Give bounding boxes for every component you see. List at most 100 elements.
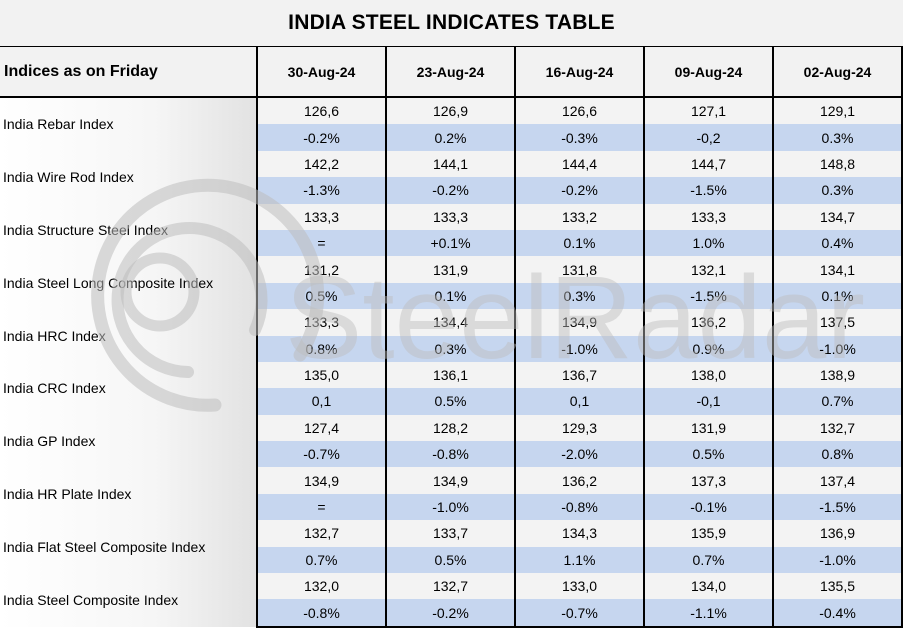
- index-change-cell: 0.1%: [772, 282, 903, 310]
- index-change-cell: 0.7%: [772, 388, 903, 415]
- index-value-cell: 131,2: [256, 256, 386, 283]
- index-value-cell: 132,7: [256, 520, 386, 547]
- index-value-cell: 134,3: [514, 520, 644, 547]
- index-name: India Wire Rod Index: [0, 150, 257, 204]
- index-value-cell: 133,0: [514, 573, 644, 600]
- index-change-cell: -0,1: [643, 388, 773, 415]
- index-change-cell: =: [256, 493, 386, 521]
- index-value-cell: 135,0: [256, 361, 386, 389]
- index-value-cell: 133,3: [256, 309, 386, 336]
- index-value-row: India CRC Index 135,0 136,1 136,7 138,0 138,9: [0, 361, 903, 415]
- index-value-cell: 134,1: [772, 256, 903, 283]
- index-value-cell: 133,2: [514, 203, 644, 230]
- index-change-cell: -1.0%: [772, 335, 903, 362]
- index-change-cell: -1.5%: [643, 177, 773, 204]
- index-change-cell: -0.4%: [772, 599, 903, 628]
- index-value-cell: 126,9: [385, 97, 515, 125]
- index-value-cell: 133,3: [643, 203, 773, 230]
- index-change-cell: -1.5%: [772, 493, 903, 521]
- index-value-cell: 135,5: [772, 573, 903, 600]
- index-change-cell: -1.3%: [256, 177, 386, 204]
- index-change-row: = -1.0% -0.8% -0.1% -1.5%: [0, 493, 903, 521]
- index-value-cell: 134,9: [256, 467, 386, 494]
- index-value-cell: 138,9: [772, 361, 903, 389]
- index-change-cell: -1.5%: [643, 282, 773, 310]
- index-value-row: India Wire Rod Index 142,2 144,1 144,4 144,7…: [0, 150, 903, 204]
- index-change-row: -0.8% -0.2% -0.7% -1.1% -0.4%: [0, 599, 903, 628]
- index-value-row: India Structure Steel Index 133,3 133,3 133…: [0, 203, 903, 257]
- index-change-cell: -0.2%: [385, 599, 515, 628]
- index-change-cell: -0.1%: [643, 493, 773, 521]
- index-value-cell: 133,3: [385, 203, 515, 230]
- index-value-cell: 136,9: [772, 520, 903, 547]
- index-change-cell: -0.2%: [256, 124, 386, 151]
- header-date: 02-Aug-24: [772, 47, 903, 98]
- index-value-cell: 144,4: [514, 150, 644, 178]
- index-value-cell: 136,7: [514, 361, 644, 389]
- header-date: 09-Aug-24: [643, 47, 773, 98]
- index-value-cell: 144,7: [643, 150, 773, 178]
- index-value-cell: 134,9: [385, 467, 515, 494]
- index-change-cell: 0.3%: [514, 282, 644, 310]
- index-change-cell: 0.8%: [256, 335, 386, 362]
- index-change-row: 0.7% 0.5% 1.1% 0.7% -1.0%: [0, 546, 903, 574]
- index-value-cell: 129,1: [772, 97, 903, 125]
- index-value-cell: 132,0: [256, 573, 386, 600]
- index-value-cell: 127,4: [256, 414, 386, 442]
- index-value-cell: 136,2: [643, 309, 773, 336]
- header-row: Indices as on Friday 30-Aug-24 23-Aug-24…: [0, 47, 903, 98]
- header-indices: Indices as on Friday: [0, 47, 257, 98]
- index-change-cell: 0,1: [256, 388, 386, 415]
- index-change-cell: 0,1: [514, 388, 644, 415]
- index-value-cell: 136,1: [385, 361, 515, 389]
- index-change-cell: -2.0%: [514, 441, 644, 468]
- index-name: India HRC Index: [0, 309, 257, 362]
- index-value-cell: 134,0: [643, 573, 773, 600]
- index-value-cell: 142,2: [256, 150, 386, 178]
- index-change-cell: -1.0%: [514, 335, 644, 362]
- index-change-row: -0.7% -0.8% -2.0% 0.5% 0.8%: [0, 441, 903, 468]
- index-change-cell: -0.8%: [385, 441, 515, 468]
- index-name: India CRC Index: [0, 361, 257, 415]
- index-change-cell: -0.8%: [514, 493, 644, 521]
- index-change-cell: 0.7%: [643, 546, 773, 574]
- index-value-cell: 133,7: [385, 520, 515, 547]
- index-name: India GP Index: [0, 414, 257, 468]
- index-change-cell: +0.1%: [385, 229, 515, 257]
- index-change-cell: -1.0%: [772, 546, 903, 574]
- index-value-cell: 135,9: [643, 520, 773, 547]
- index-name: India Structure Steel Index: [0, 203, 257, 257]
- index-change-cell: -0,2: [643, 124, 773, 151]
- index-change-cell: 0.8%: [772, 441, 903, 468]
- index-change-cell: 1.1%: [514, 546, 644, 574]
- index-change-cell: 0.1%: [385, 282, 515, 310]
- index-value-cell: 132,1: [643, 256, 773, 283]
- index-value-cell: 134,7: [772, 203, 903, 230]
- index-name: India Steel Long Composite Index: [0, 256, 257, 310]
- index-change-cell: 0.7%: [256, 546, 386, 574]
- index-change-cell: 0.5%: [385, 388, 515, 415]
- index-value-cell: 144,1: [385, 150, 515, 178]
- index-change-cell: =: [256, 229, 386, 257]
- index-value-cell: 131,9: [385, 256, 515, 283]
- index-change-cell: 0.5%: [385, 546, 515, 574]
- index-value-cell: 134,4: [385, 309, 515, 336]
- header-date: 30-Aug-24: [256, 47, 386, 98]
- index-value-cell: 129,3: [514, 414, 644, 442]
- index-change-cell: -0.2%: [385, 177, 515, 204]
- index-change-cell: 1.0%: [643, 229, 773, 257]
- index-name: India HR Plate Index: [0, 467, 257, 521]
- index-name: India Steel Composite Index: [0, 573, 257, 627]
- index-value-row: India Flat Steel Composite Index 132,7 133…: [0, 520, 903, 574]
- index-value-cell: 132,7: [385, 573, 515, 600]
- index-value-cell: 126,6: [514, 97, 644, 125]
- index-change-cell: -0.7%: [514, 599, 644, 628]
- index-value-cell: 137,5: [772, 309, 903, 336]
- index-value-cell: 132,7: [772, 414, 903, 442]
- index-value-cell: 148,8: [772, 150, 903, 178]
- header-date: 23-Aug-24: [385, 47, 515, 98]
- index-value-cell: 133,3: [256, 203, 386, 230]
- index-value-cell: 131,9: [643, 414, 773, 442]
- index-change-cell: 0.5%: [643, 441, 773, 468]
- index-change-cell: 0.5%: [256, 282, 386, 310]
